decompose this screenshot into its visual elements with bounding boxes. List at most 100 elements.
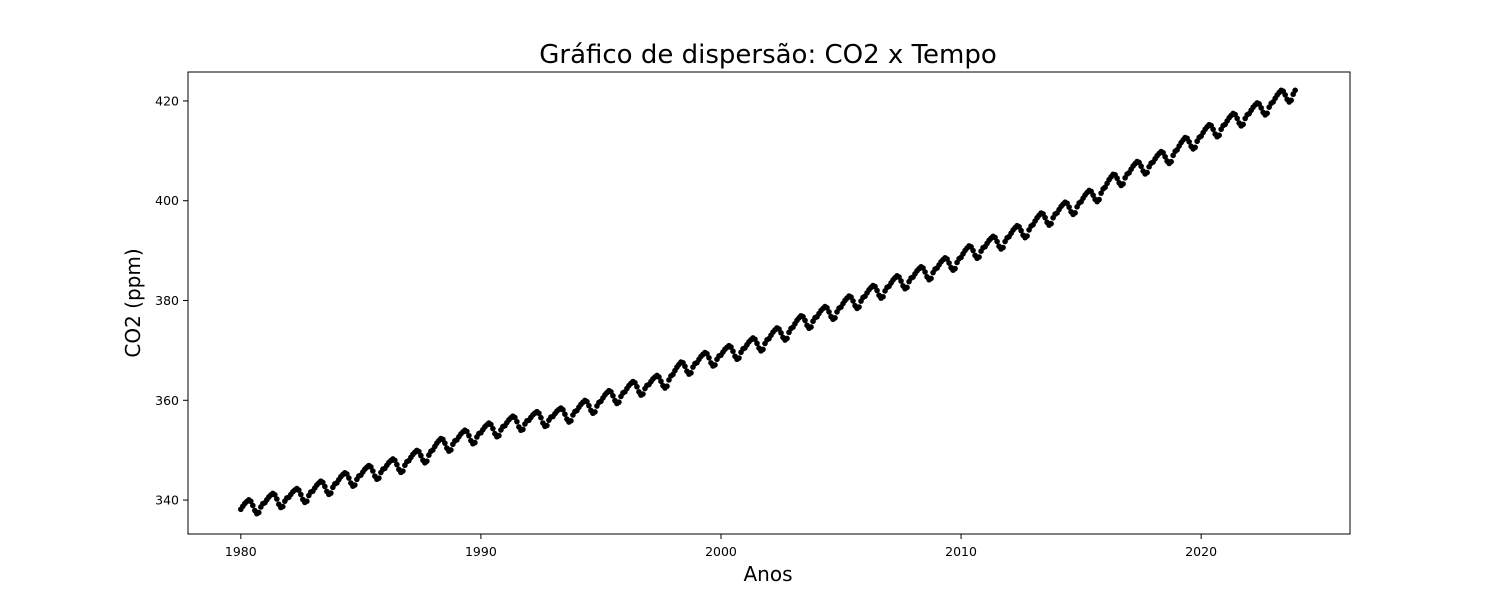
data-point [802, 317, 808, 324]
data-point [1090, 192, 1096, 198]
data-point [946, 260, 952, 266]
x-tick-label: 1990 [465, 544, 497, 559]
data-point [376, 475, 382, 481]
data-point [394, 461, 400, 468]
data-point [400, 468, 406, 474]
data-point [610, 392, 616, 399]
data-point [370, 468, 376, 474]
data-point [1120, 181, 1126, 187]
data-point [1282, 92, 1288, 98]
data-point [778, 330, 784, 336]
data-point [1096, 196, 1102, 203]
data-point [538, 414, 544, 421]
y-tick-label: 420 [155, 93, 179, 108]
data-point [760, 346, 766, 353]
data-point [634, 383, 640, 390]
data-point [280, 503, 286, 510]
data-point [586, 402, 592, 409]
data-point [250, 502, 256, 509]
y-axis-label: CO2 (ppm) [121, 248, 145, 357]
data-point [826, 309, 832, 315]
data-point [424, 458, 430, 464]
data-point [730, 348, 736, 355]
data-point [832, 315, 838, 321]
data-point [514, 418, 520, 425]
data-point [688, 370, 694, 376]
data-point [1168, 158, 1174, 165]
x-tick-label: 1980 [225, 544, 257, 559]
data-point [544, 422, 550, 429]
y-tick-label: 360 [155, 393, 179, 408]
data-point [1042, 214, 1048, 221]
data-point [536, 410, 542, 417]
data-point [472, 439, 478, 446]
data-point [418, 452, 424, 459]
data-point [880, 293, 886, 300]
data-point [952, 265, 958, 272]
data-point [640, 391, 646, 397]
data-point [1072, 210, 1078, 216]
data-point [1292, 87, 1298, 94]
data-points [238, 87, 1298, 517]
data-point [304, 498, 310, 505]
data-point [898, 278, 904, 284]
data-point [568, 417, 574, 424]
data-point [466, 432, 472, 439]
data-point [922, 269, 928, 275]
axis-ticks: 1980 1990 2000 2010 2020 340 360 380 400 420 [155, 93, 1217, 559]
data-point [856, 304, 862, 310]
plot-frame [187, 71, 1351, 535]
data-point [706, 355, 712, 361]
data-point [592, 409, 598, 415]
data-point [1186, 138, 1192, 145]
data-point [1234, 115, 1240, 122]
data-point [442, 440, 448, 446]
data-point [1216, 132, 1222, 139]
data-point [656, 374, 662, 380]
data-point [736, 355, 742, 361]
data-point [1098, 190, 1104, 196]
data-point [448, 447, 454, 453]
data-point [1114, 175, 1120, 182]
data-point [1066, 204, 1072, 210]
data-point [808, 324, 814, 330]
x-tick-label: 2020 [1185, 544, 1217, 559]
data-point [1288, 97, 1294, 104]
y-tick-label: 340 [155, 493, 179, 508]
data-point [928, 275, 934, 282]
data-point [728, 344, 734, 350]
data-point [976, 254, 982, 260]
data-point [994, 238, 1000, 245]
data-point [874, 287, 880, 294]
data-point [488, 421, 494, 428]
data-point [1024, 233, 1030, 239]
data-point [754, 340, 760, 347]
x-tick-label: 2000 [705, 544, 737, 559]
data-point [1258, 105, 1264, 111]
chart-title: Gráfico de dispersão: CO2 x Tempo [539, 40, 997, 70]
data-point [970, 247, 976, 254]
data-point [904, 284, 910, 291]
data-point [560, 406, 566, 413]
data-point [682, 363, 688, 370]
y-tick-label: 380 [155, 293, 179, 308]
data-point [256, 509, 262, 516]
data-point [1144, 169, 1150, 176]
data-point [616, 399, 622, 405]
data-point [1162, 153, 1168, 160]
data-point [1240, 121, 1246, 128]
data-point [1000, 244, 1006, 251]
data-point [664, 383, 670, 390]
data-point [322, 483, 328, 490]
data-point [1210, 126, 1216, 133]
data-point [346, 475, 352, 481]
x-tick-label: 2010 [945, 544, 977, 559]
data-point [464, 428, 470, 435]
x-axis-label: Anos [743, 562, 792, 586]
data-point [1048, 220, 1054, 227]
data-point [520, 426, 526, 433]
data-point [496, 432, 502, 439]
data-point [272, 491, 278, 498]
data-point [1018, 227, 1024, 234]
